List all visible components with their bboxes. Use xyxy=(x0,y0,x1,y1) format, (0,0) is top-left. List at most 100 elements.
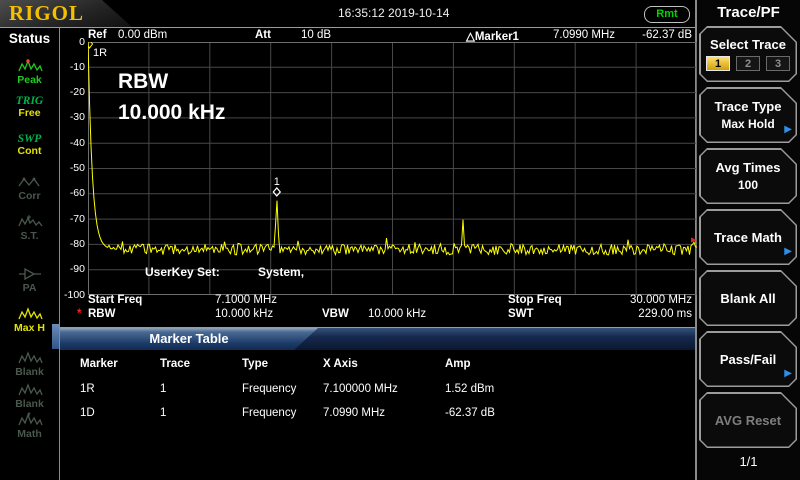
status-item-label: Math xyxy=(17,428,42,440)
status-item-swp: SWP Cont xyxy=(0,133,59,157)
top-bar: RIGOL 16:35:12 2019-10-14 Rmt xyxy=(0,0,695,28)
status-item-blank-trace2: Blank xyxy=(0,350,59,378)
marker-readout-name: △Marker1 xyxy=(466,31,519,43)
marker-table-cell: Frequency xyxy=(242,383,297,395)
softkey-label: Avg Times xyxy=(715,160,781,175)
status-item-label: Blank xyxy=(15,366,44,378)
submenu-arrow-icon: ▶ xyxy=(784,124,792,135)
softkey-avg-reset: AVG Reset xyxy=(699,392,797,448)
start-freq-value: 7.1000 MHz xyxy=(215,294,278,306)
marker-table-cell: 7.0990 MHz xyxy=(323,407,386,419)
preamp-icon xyxy=(18,267,41,281)
status-item-label: Max H xyxy=(14,322,45,334)
swt-value: 229.00 ms xyxy=(638,308,692,320)
swt-label: SWT xyxy=(508,308,534,320)
userkey-message-label: UserKey Set: xyxy=(145,265,220,279)
rbw-label: RBW xyxy=(88,308,116,320)
userkey-message-value: System, xyxy=(258,265,305,279)
softkey-avg-times[interactable]: Avg Times 100 xyxy=(699,148,797,204)
softkey-value: Max Hold xyxy=(721,117,775,131)
status-item-corr: Corr xyxy=(0,174,59,202)
trace-option-3[interactable]: 3 xyxy=(766,56,790,71)
trace-end-indicator xyxy=(691,237,697,243)
marker-table-cell: 1 xyxy=(160,407,167,419)
softkey-label: Blank All xyxy=(720,290,776,306)
submenu-arrow-icon: ▶ xyxy=(784,246,792,257)
marker-table-column-header: Trace xyxy=(160,358,191,370)
vbw-value: 10.000 kHz xyxy=(368,308,427,320)
attenuation-label: Att xyxy=(255,29,271,41)
marker-table-cell: Frequency xyxy=(242,407,297,419)
sweep-time-waveform-icon xyxy=(17,215,43,227)
remote-status-badge: Rmt xyxy=(644,6,690,23)
rigol-logo: RIGOL xyxy=(0,0,132,27)
status-swp-mode: SWP xyxy=(17,133,42,145)
softkey-trace-type[interactable]: Trace Type Max Hold ▶ xyxy=(699,87,797,143)
math-waveform-icon xyxy=(17,412,43,426)
clock-datetime: 16:35:12 2019-10-14 xyxy=(338,6,450,20)
scroll-indicator xyxy=(52,324,59,349)
corr-waveform-icon xyxy=(17,177,40,187)
softkey-label: Trace Math xyxy=(714,229,782,245)
waveform-peak-icon xyxy=(17,59,43,72)
softkey-value: 100 xyxy=(737,178,759,192)
softkey-pass-fail[interactable]: Pass/Fail ▶ xyxy=(699,331,797,387)
marker-readout-freq: 7.0990 MHz xyxy=(553,29,616,41)
vbw-label: VBW xyxy=(322,308,349,320)
ref-marker-diamond xyxy=(88,42,94,49)
rbw-value: 10.000 kHz xyxy=(215,308,274,320)
softkey-label: Select Trace xyxy=(710,37,786,52)
status-item-math: Math xyxy=(0,412,59,440)
softkey-label: Trace Type xyxy=(714,99,782,114)
marker-readout-amp: -62.37 dB xyxy=(642,29,692,41)
softkey-select-trace[interactable]: Select Trace 1 2 3 xyxy=(699,26,797,82)
softkey-panel: Trace/PF Select Trace 1 2 3 Trace Type Max Ho… xyxy=(695,0,800,480)
status-title: Status xyxy=(8,31,51,46)
status-trig-mode: TRIG xyxy=(15,95,44,107)
softkey-label: AVG Reset xyxy=(714,412,782,428)
status-item-label: PA xyxy=(22,282,37,294)
marker-table-column-header: X Axis xyxy=(323,358,358,370)
y-axis-tick: -100 xyxy=(63,288,85,301)
trace-option-2[interactable]: 2 xyxy=(736,56,760,71)
start-freq-label: Start Freq xyxy=(88,294,143,306)
submenu-arrow-icon: ▶ xyxy=(784,368,792,379)
status-item-label: Cont xyxy=(17,145,42,157)
stop-freq-value: 30.000 MHz xyxy=(629,294,692,306)
y-axis-tick: -10 xyxy=(69,60,85,73)
y-axis-tick: -50 xyxy=(69,162,85,174)
ref-marker-label: 1R xyxy=(93,47,107,59)
display-column: RIGOL 16:35:12 2019-10-14 Rmt Status Pea… xyxy=(0,0,697,480)
status-item-label: Peak xyxy=(17,74,42,86)
marker-table-cell: -62.37 dB xyxy=(445,407,495,419)
y-axis-tick: -40 xyxy=(69,136,85,149)
softkey-trace-math[interactable]: Trace Math ▶ xyxy=(699,209,797,265)
max-hold-waveform-icon xyxy=(17,307,43,320)
status-item-preamp: PA xyxy=(0,266,59,294)
marker-table-cell: 7.100000 MHz xyxy=(323,383,398,395)
rbw-overlay-value: 10.000 kHz xyxy=(118,101,226,124)
y-axis-tick: -60 xyxy=(69,187,85,200)
status-item-blank-trace3: Blank xyxy=(0,382,59,410)
marker-table-cell: 1.52 dBm xyxy=(445,383,495,395)
stop-freq-label: Stop Freq xyxy=(508,294,562,306)
attenuation-value: 10 dB xyxy=(301,29,332,41)
status-sidebar: Status Peak TRIG Free SWP Cont Corr S.T. PA Max … xyxy=(0,28,60,480)
marker-table-title: Marker Table xyxy=(60,328,318,350)
delta-marker-diamond xyxy=(272,187,282,197)
softkey-blank-all[interactable]: Blank All xyxy=(699,270,797,326)
status-item-max-hold: Max H xyxy=(0,306,59,334)
ref-level-value: 0.00 dBm xyxy=(118,29,168,41)
status-item-label: Corr xyxy=(18,190,41,202)
marker-table-column-header: Amp xyxy=(445,358,471,370)
y-axis-tick: -70 xyxy=(69,212,85,225)
trace1-max-hold xyxy=(88,42,697,257)
status-item-label: Blank xyxy=(15,398,44,410)
y-axis-tick: -80 xyxy=(69,237,85,250)
y-axis-tick: -90 xyxy=(69,263,85,276)
trace-option-1[interactable]: 1 xyxy=(706,56,730,71)
y-axis-tick: -30 xyxy=(69,111,85,124)
rbw-overlay-label: RBW xyxy=(118,70,169,93)
softkey-label: Pass/Fail xyxy=(719,351,777,367)
